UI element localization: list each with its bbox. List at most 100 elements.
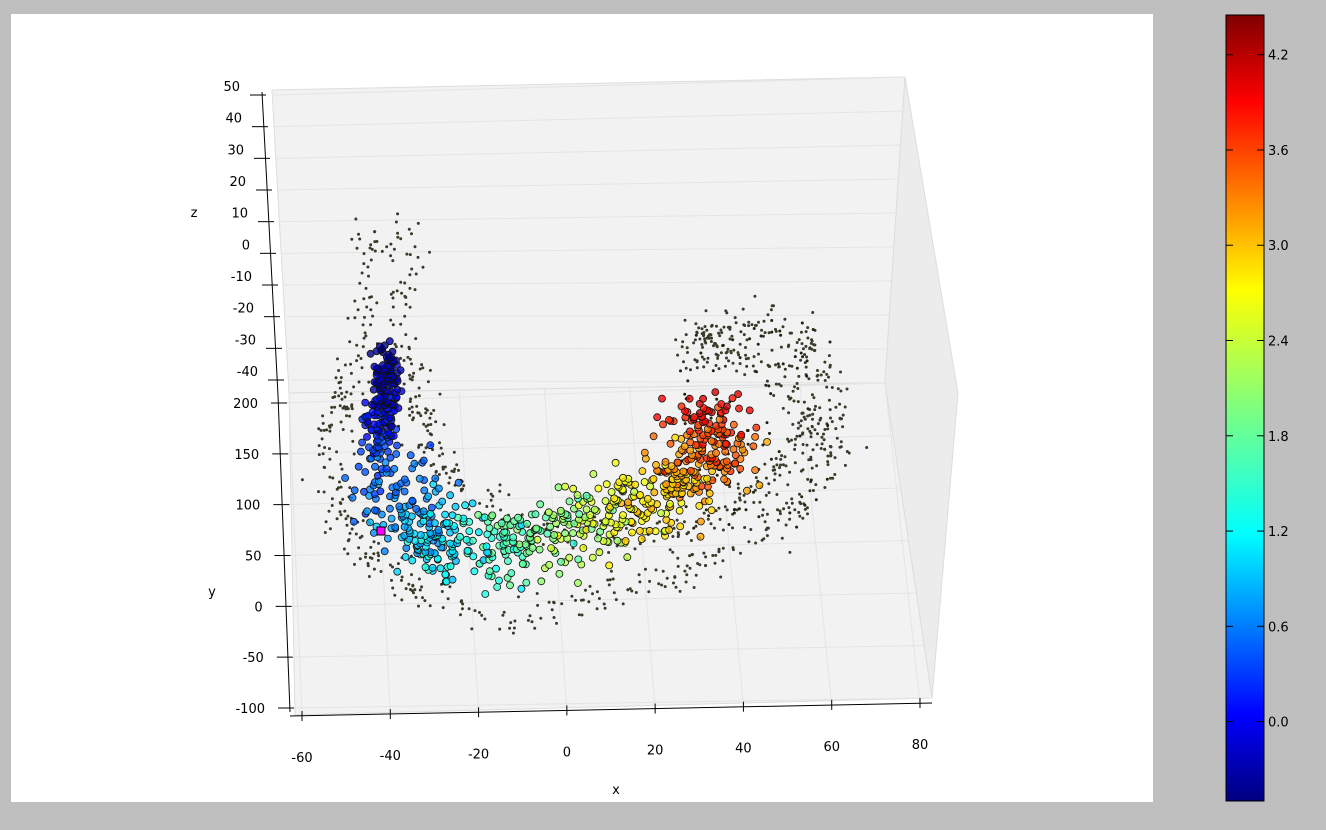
cloud-point [814,498,818,502]
cloud-point [394,220,398,224]
cloud-point [692,341,696,345]
colorbar-tick-label: 1.2 [1268,525,1289,540]
cloud-point [765,534,769,538]
data-point [474,511,483,519]
cloud-point [368,246,372,250]
cloud-point [807,458,811,462]
data-point [631,480,640,489]
data-point [575,510,584,519]
cloud-point [828,408,832,412]
cloud-point [806,512,809,516]
data-point [454,478,463,487]
cloud-point [489,498,493,502]
cloud-point [812,396,816,400]
cloud-point [421,596,424,600]
cloud-point [389,242,393,246]
cloud-point [793,355,797,359]
cloud-point [364,552,368,556]
data-point [657,509,665,517]
cloud-point [612,591,616,595]
cloud-point [716,353,720,357]
data-point [470,567,479,576]
cloud-point [361,323,365,327]
cloud-point [357,232,360,236]
data-point [671,433,680,442]
cloud-point [811,328,815,331]
cloud-point [356,354,360,358]
cloud-point [738,492,742,496]
cloud-point [498,489,502,493]
cloud-point [808,429,812,433]
x-gridline [288,392,303,717]
data-point [628,528,636,537]
z-gridline [279,212,897,223]
cloud-point [826,460,830,464]
data-point [370,362,379,371]
data-point [737,430,746,439]
cloud-point [782,507,786,511]
cloud-point [788,470,792,474]
cloud-point [779,457,783,461]
data-point [703,474,711,483]
cloud-point [823,447,827,451]
cloud-point [511,631,515,635]
data-point [676,522,685,531]
cloud-point [330,504,334,507]
cloud-point [739,551,742,555]
cloud-point [369,243,373,247]
cloud-point [743,526,747,529]
cloud-point [335,517,339,521]
data-point [415,474,424,483]
cloud-point [749,485,753,488]
cloud-point [676,564,680,568]
cloud-point [774,457,778,460]
cloud-point [752,501,756,504]
cloud-point [682,360,685,364]
cloud-point [317,427,321,431]
cloud-point [428,604,432,608]
cloud-point [340,397,344,401]
data-point [707,437,716,446]
cloud-point [349,371,353,375]
data-point [463,546,472,555]
cloud-point [380,249,384,253]
cloud-point [655,521,659,525]
cloud-point [638,542,642,546]
cloud-point [417,577,421,581]
cloud-point [396,212,400,216]
data-point [731,459,740,468]
cloud-point [746,442,750,446]
cloud-point [407,227,411,231]
cloud-point [367,575,371,578]
cloud-point [814,404,817,408]
cloud-point [353,316,357,320]
cloud-point [630,589,634,593]
cloud-point [775,493,779,496]
cloud-point [771,468,775,472]
cloud-point [429,423,433,426]
cloud-point [744,508,748,512]
cloud-point [778,329,782,333]
cloud-point [355,359,359,363]
cloud-point [338,510,342,514]
cloud-point [738,342,742,346]
x-tick-label: 20 [647,744,664,759]
cloud-point [739,330,743,334]
cloud-point [697,326,701,330]
cloud-point [731,361,735,365]
cloud-point [399,280,403,284]
cloud-point [839,440,843,444]
cloud-point [396,231,400,235]
cloud-point [438,392,442,396]
cloud-point [813,428,817,432]
data-point [356,447,365,456]
data-point [363,432,371,441]
y-tick-label: -100 [235,702,265,717]
cloud-point [804,330,808,334]
data-point [523,519,531,528]
cloud-point [439,446,443,450]
cloud-point [802,400,806,404]
cloud-point [789,396,793,400]
cloud-point [339,420,343,424]
cloud-point [499,508,503,512]
